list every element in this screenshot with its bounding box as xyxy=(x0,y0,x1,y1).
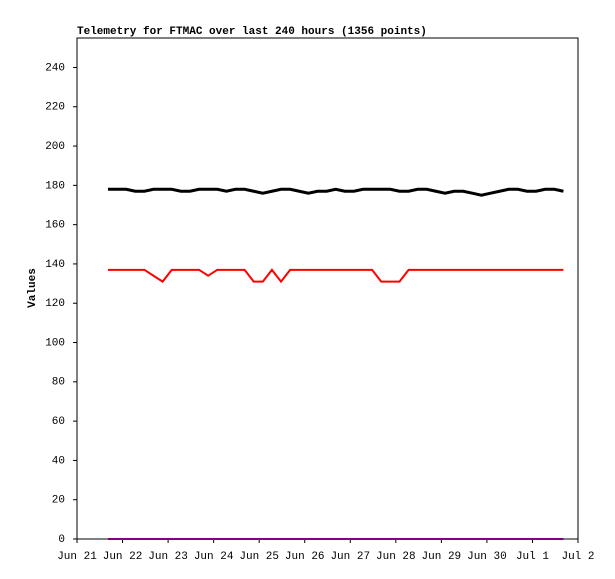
y-tick-label: 100 xyxy=(45,337,65,349)
y-tick-label: 240 xyxy=(45,62,65,74)
x-tick-label: Jun 27 xyxy=(330,551,370,563)
x-tick-label: Jun 29 xyxy=(422,551,462,563)
y-tick-label: 160 xyxy=(45,220,65,232)
y-axis-label: Values xyxy=(27,268,39,308)
y-tick-label: 120 xyxy=(45,298,65,310)
x-tick-label: Jun 30 xyxy=(467,551,507,563)
x-tick-label: Jun 24 xyxy=(194,551,234,563)
x-tick-label: Jun 23 xyxy=(148,551,188,563)
x-tick-label: Jul 1 xyxy=(516,551,549,563)
plot-frame xyxy=(76,37,579,540)
y-tick-label: 80 xyxy=(52,377,65,389)
series-line xyxy=(107,187,564,197)
x-tick-label: Jun 22 xyxy=(103,551,143,563)
chart-title: Telemetry for FTMAC over last 240 hours … xyxy=(77,26,427,38)
x-tick-label: Jun 25 xyxy=(239,551,279,563)
x-tick-label: Jun 26 xyxy=(285,551,325,563)
y-tick-label: 140 xyxy=(45,259,65,271)
x-tick-label: Jun 28 xyxy=(376,551,416,563)
y-tick-label: 180 xyxy=(45,180,65,192)
y-tick-label: 40 xyxy=(52,455,65,467)
x-tick-label: Jul 2 xyxy=(561,551,594,563)
y-tick-label: 20 xyxy=(52,495,65,507)
y-tick-label: 60 xyxy=(52,416,65,428)
y-tick-label: 0 xyxy=(58,534,65,546)
y-tick-label: 220 xyxy=(45,102,65,114)
series-line xyxy=(107,268,564,284)
y-tick-label: 200 xyxy=(45,141,65,153)
x-tick-label: Jun 21 xyxy=(57,551,97,563)
